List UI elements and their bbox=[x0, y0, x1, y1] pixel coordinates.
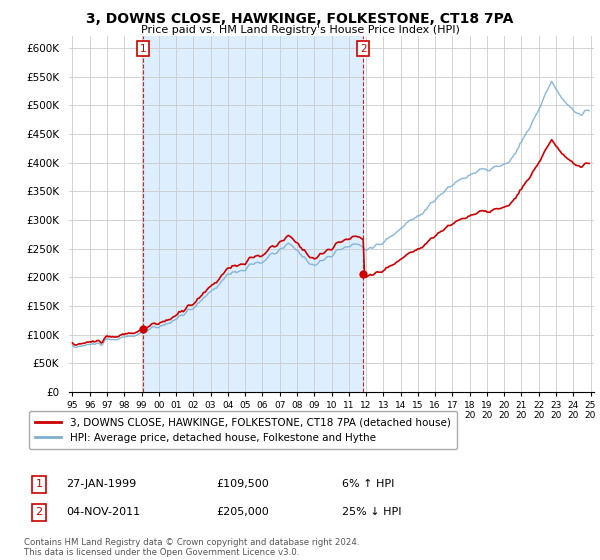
Text: 6% ↑ HPI: 6% ↑ HPI bbox=[342, 479, 394, 489]
Text: 27-JAN-1999: 27-JAN-1999 bbox=[66, 479, 136, 489]
Legend: 3, DOWNS CLOSE, HAWKINGE, FOLKESTONE, CT18 7PA (detached house), HPI: Average pr: 3, DOWNS CLOSE, HAWKINGE, FOLKESTONE, CT… bbox=[29, 411, 457, 449]
Text: £109,500: £109,500 bbox=[216, 479, 269, 489]
Bar bbox=[143, 36, 363, 392]
Text: 25% ↓ HPI: 25% ↓ HPI bbox=[342, 507, 401, 517]
Text: 1: 1 bbox=[35, 479, 43, 489]
Text: 04-NOV-2011: 04-NOV-2011 bbox=[66, 507, 140, 517]
Text: Contains HM Land Registry data © Crown copyright and database right 2024.
This d: Contains HM Land Registry data © Crown c… bbox=[24, 538, 359, 557]
Text: 3, DOWNS CLOSE, HAWKINGE, FOLKESTONE, CT18 7PA: 3, DOWNS CLOSE, HAWKINGE, FOLKESTONE, CT… bbox=[86, 12, 514, 26]
Text: 2: 2 bbox=[360, 44, 367, 54]
Text: 2: 2 bbox=[35, 507, 43, 517]
Text: £205,000: £205,000 bbox=[216, 507, 269, 517]
Text: 1: 1 bbox=[140, 44, 146, 54]
Text: Price paid vs. HM Land Registry's House Price Index (HPI): Price paid vs. HM Land Registry's House … bbox=[140, 25, 460, 35]
